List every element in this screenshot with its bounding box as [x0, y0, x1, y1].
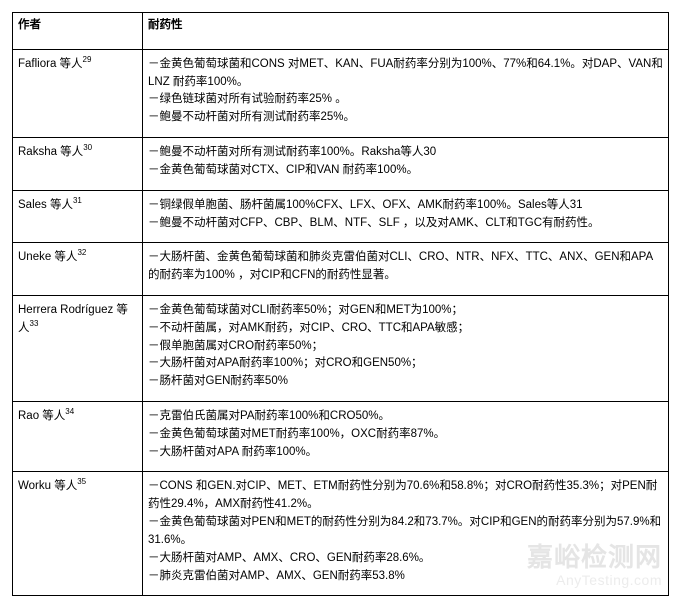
content-line: －金黄色葡萄球菌对CLI耐药率50%；对GEN和MET为100%； [148, 302, 663, 320]
content-line: －克雷伯氏菌属对PA耐药率100%和CRO50%。 [148, 408, 663, 426]
content-line: －肺炎克雷伯菌对AMP、AMX、GEN耐药率53.8% [148, 568, 663, 586]
author-cell: Rao 等人34 [13, 402, 143, 472]
content-cell: －克雷伯氏菌属对PA耐药率100%和CRO50%。－金黄色葡萄球菌对MET耐药率… [143, 402, 669, 472]
content-line: －金黄色葡萄球菌对CTX、CIP和VAN 耐药率100%。 [148, 162, 663, 180]
content-line: －不动杆菌属，对AMK耐药，对CIP、CRO、TTC和APA敏感； [148, 320, 663, 338]
content-line: －金黄色葡萄球菌对PEN和MET的耐药性分别为84.2和73.7%。对CIP和G… [148, 514, 663, 550]
author-cell: Herrera Rodríguez 等人33 [13, 295, 143, 401]
table-row: Worku 等人35－CONS 和GEN.对CIP、MET、ETM耐药性分别为7… [13, 472, 669, 596]
header-row: 作者 耐药性 [13, 13, 669, 50]
table-row: Raksha 等人30－鲍曼不动杆菌对所有测试耐药率100%。Raksha等人3… [13, 138, 669, 191]
author-cell: Worku 等人35 [13, 472, 143, 596]
author-cell: Uneke 等人32 [13, 243, 143, 296]
content-line: －大肠杆菌对AMP、AMX、CRO、GEN耐药率28.6%。 [148, 550, 663, 568]
table-body: Fafliora 等人29－金黄色葡萄球菌和CONS 对MET、KAN、FUA耐… [13, 49, 669, 596]
content-line: －鲍曼不动杆菌对所有测试耐药率25%。 [148, 109, 663, 127]
content-line: －大肠杆菌对APA 耐药率100%。 [148, 444, 663, 462]
table-row: Rao 等人34－克雷伯氏菌属对PA耐药率100%和CRO50%。－金黄色葡萄球… [13, 402, 669, 472]
content-line: －铜绿假单胞菌、肠杆菌属100%CFX、LFX、OFX、AMK耐药率100%。S… [148, 197, 663, 215]
table-row: Fafliora 等人29－金黄色葡萄球菌和CONS 对MET、KAN、FUA耐… [13, 49, 669, 137]
content-cell: －金黄色葡萄球菌和CONS 对MET、KAN、FUA耐药率分别为100%、77%… [143, 49, 669, 137]
table-row: Uneke 等人32－大肠杆菌、金黄色葡萄球菌和肺炎克雷伯菌对CLI、CRO、N… [13, 243, 669, 296]
author-cell: Fafliora 等人29 [13, 49, 143, 137]
content-cell: －铜绿假单胞菌、肠杆菌属100%CFX、LFX、OFX、AMK耐药率100%。S… [143, 190, 669, 243]
content-cell: －CONS 和GEN.对CIP、MET、ETM耐药性分别为70.6%和58.8%… [143, 472, 669, 596]
content-line: －绿色链球菌对所有试验耐药率25% 。 [148, 91, 663, 109]
content-line: －金黄色葡萄球菌和CONS 对MET、KAN、FUA耐药率分别为100%、77%… [148, 56, 663, 92]
header-author: 作者 [13, 13, 143, 50]
content-line: －鲍曼不动杆菌对所有测试耐药率100%。Raksha等人30 [148, 144, 663, 162]
author-cell: Raksha 等人30 [13, 138, 143, 191]
header-content: 耐药性 [143, 13, 669, 50]
content-line: －肠杆菌对GEN耐药率50% [148, 373, 663, 391]
content-line: －大肠杆菌对APA耐药率100%；对CRO和GEN50%； [148, 355, 663, 373]
content-cell: －鲍曼不动杆菌对所有测试耐药率100%。Raksha等人30－金黄色葡萄球菌对C… [143, 138, 669, 191]
author-cell: Sales 等人31 [13, 190, 143, 243]
resistance-table: 作者 耐药性 Fafliora 等人29－金黄色葡萄球菌和CONS 对MET、K… [12, 12, 669, 596]
content-line: －大肠杆菌、金黄色葡萄球菌和肺炎克雷伯菌对CLI、CRO、NTR、NFX、TTC… [148, 249, 663, 285]
content-cell: －金黄色葡萄球菌对CLI耐药率50%；对GEN和MET为100%；－不动杆菌属，… [143, 295, 669, 401]
content-line: －假单胞菌属对CRO耐药率50%； [148, 338, 663, 356]
content-line: －鲍曼不动杆菌对CFP、CBP、BLM、NTF、SLF ，以及对AMK、CLT和… [148, 215, 663, 233]
content-line: －CONS 和GEN.对CIP、MET、ETM耐药性分别为70.6%和58.8%… [148, 478, 663, 514]
content-line: －金黄色葡萄球菌对MET耐药率100%，OXC耐药率87%。 [148, 426, 663, 444]
table-row: Herrera Rodríguez 等人33－金黄色葡萄球菌对CLI耐药率50%… [13, 295, 669, 401]
table-row: Sales 等人31 －铜绿假单胞菌、肠杆菌属100%CFX、LFX、OFX、AM… [13, 190, 669, 243]
content-cell: －大肠杆菌、金黄色葡萄球菌和肺炎克雷伯菌对CLI、CRO、NTR、NFX、TTC… [143, 243, 669, 296]
